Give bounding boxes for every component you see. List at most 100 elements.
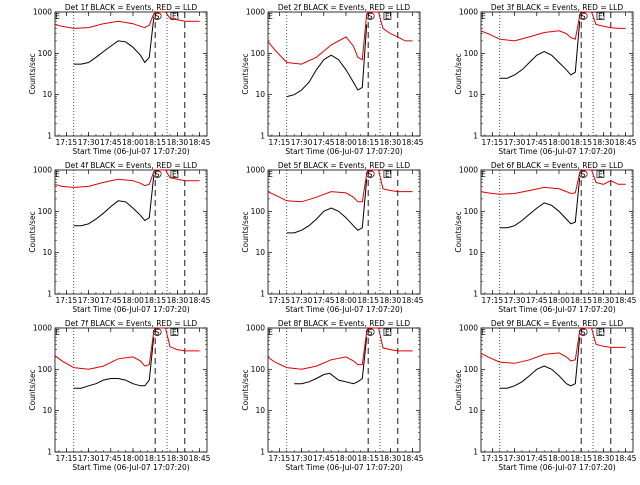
- plot-frame: [480, 327, 634, 453]
- y-tick-label: 10: [255, 90, 265, 99]
- marker-label-s: S: [581, 170, 586, 179]
- marker-label-s: S: [155, 12, 160, 21]
- y-tick-label: 1: [473, 290, 478, 299]
- y-tick-label: 1000: [459, 8, 478, 17]
- events-series-line: [73, 18, 155, 65]
- x-tick-label: 17:45: [100, 296, 122, 305]
- events-series-line: [73, 176, 155, 227]
- x-tick-label: 18:45: [402, 138, 424, 147]
- y-axis-label: Counts/sec: [241, 211, 250, 252]
- x-tick-label: 18:30: [593, 454, 615, 463]
- y-tick-label: 10: [42, 90, 52, 99]
- x-axis-label: Start Time (06-Jul-07 17:07:20): [285, 305, 402, 314]
- y-axis-label: Counts/sec: [241, 53, 250, 94]
- events-series-line: [286, 24, 368, 98]
- x-tick-label: 17:15: [482, 296, 504, 305]
- y-tick-label: 10: [468, 90, 478, 99]
- marker-label-e: E: [55, 12, 60, 21]
- lld-series-line: [480, 327, 626, 364]
- x-tick-label: 17:45: [526, 454, 548, 463]
- x-tick-label: 18:00: [122, 296, 144, 305]
- x-tick-label: 17:45: [526, 138, 548, 147]
- panel-title: Det 8f BLACK = Events, RED = LLD: [278, 319, 411, 328]
- x-tick-label: 17:45: [526, 296, 548, 305]
- marker-label-e: E: [172, 328, 177, 337]
- plot-frame: [54, 327, 208, 453]
- x-tick-label: 17:30: [78, 454, 100, 463]
- x-tick-label: 17:30: [504, 296, 526, 305]
- marker-label-s: S: [155, 170, 160, 179]
- panel-det-7: Det 7f BLACK = Events, RED = LLD 1 10 100 10…: [28, 319, 211, 472]
- marker-label-e: E: [172, 12, 177, 21]
- x-tick-label: 17:30: [291, 296, 313, 305]
- y-tick-label: 10: [42, 406, 52, 415]
- lld-series-line: [267, 11, 413, 65]
- x-tick-label: 18:45: [189, 138, 211, 147]
- marker-box: [383, 12, 392, 20]
- marker-label-e: E: [268, 328, 273, 337]
- x-tick-label: 17:30: [504, 138, 526, 147]
- panel-title: Det 3f BLACK = Events, RED = LLD: [491, 3, 624, 12]
- x-tick-label: 18:00: [548, 138, 570, 147]
- y-tick-label: 100: [251, 207, 266, 216]
- panel-det-9: Det 9f BLACK = Events, RED = LLD 1 10 100 10…: [454, 319, 637, 472]
- marker-label-e: E: [481, 328, 486, 337]
- plot-frame: [54, 11, 208, 137]
- panel-title: Det 2f BLACK = Events, RED = LLD: [278, 3, 411, 12]
- lld-series-line: [267, 327, 413, 370]
- x-axis-label: Start Time (06-Jul-07 17:07:20): [498, 305, 615, 314]
- plot-frame: [480, 169, 634, 295]
- x-tick-label: 17:30: [291, 138, 313, 147]
- y-tick-label: 100: [38, 207, 53, 216]
- x-tick-label: 18:15: [357, 138, 379, 147]
- x-tick-label: 18:30: [593, 296, 615, 305]
- marker-box: [596, 328, 605, 336]
- x-tick-label: 17:15: [269, 454, 291, 463]
- events-series-line: [499, 177, 581, 229]
- y-tick-label: 1: [47, 290, 52, 299]
- y-tick-label: 100: [251, 365, 266, 374]
- y-axis-label: Counts/sec: [28, 211, 37, 252]
- y-tick-label: 100: [464, 49, 479, 58]
- y-tick-label: 10: [255, 406, 265, 415]
- x-tick-label: 18:00: [335, 138, 357, 147]
- x-tick-label: 18:15: [570, 138, 592, 147]
- y-axis-label: Counts/sec: [454, 369, 463, 410]
- x-tick-label: 17:15: [56, 138, 78, 147]
- x-axis-label: Start Time (06-Jul-07 17:07:20): [72, 305, 189, 314]
- x-tick-label: 18:45: [402, 296, 424, 305]
- panel-title: Det 1f BLACK = Events, RED = LLD: [65, 3, 198, 12]
- y-tick-label: 100: [251, 49, 266, 58]
- x-tick-label: 18:15: [570, 296, 592, 305]
- marker-box: [170, 328, 179, 336]
- panel-title: Det 9f BLACK = Events, RED = LLD: [491, 319, 624, 328]
- x-tick-label: 18:15: [144, 296, 166, 305]
- x-tick-label: 17:45: [313, 296, 335, 305]
- y-axis-label: Counts/sec: [454, 53, 463, 94]
- y-tick-label: 1: [260, 290, 265, 299]
- x-tick-label: 18:30: [380, 296, 402, 305]
- y-tick-label: 1000: [459, 324, 478, 333]
- marker-label-s: S: [581, 328, 586, 337]
- x-tick-label: 17:30: [78, 296, 100, 305]
- y-tick-label: 10: [468, 406, 478, 415]
- x-tick-label: 18:15: [357, 454, 379, 463]
- marker-box: [596, 170, 605, 178]
- plot-frame: [267, 327, 421, 453]
- y-tick-label: 100: [464, 365, 479, 374]
- y-tick-label: 1: [260, 448, 265, 457]
- plot-frame: [54, 169, 208, 295]
- x-tick-label: 17:45: [100, 138, 122, 147]
- x-tick-label: 18:00: [335, 296, 357, 305]
- x-tick-label: 17:30: [78, 138, 100, 147]
- x-tick-label: 18:15: [570, 454, 592, 463]
- x-tick-label: 18:00: [548, 296, 570, 305]
- marker-box: [383, 170, 392, 178]
- lld-series-line: [480, 11, 626, 42]
- y-axis-label: Counts/sec: [28, 369, 37, 410]
- events-series-line: [499, 21, 581, 79]
- y-axis-label: Counts/sec: [454, 211, 463, 252]
- x-tick-label: 18:00: [122, 138, 144, 147]
- x-axis-label: Start Time (06-Jul-07 17:07:20): [72, 147, 189, 156]
